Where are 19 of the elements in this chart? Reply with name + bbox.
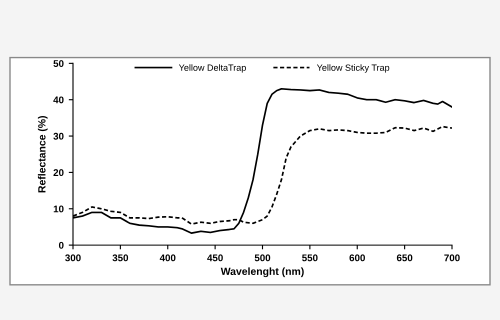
y-tick-label: 20 <box>53 169 64 176</box>
x-tick-label: 500 <box>254 254 270 262</box>
legend-label: Yellow Sticky Trap <box>316 64 390 73</box>
x-tick-label: 400 <box>160 254 176 262</box>
y-tick-label: 30 <box>53 132 64 140</box>
x-tick-label: 650 <box>396 254 412 262</box>
y-tick-label: 50 <box>53 60 64 67</box>
x-tick-label: 550 <box>302 254 318 262</box>
x-tick-label: 300 <box>65 254 81 262</box>
legend-label: Yellow DeltaTrap <box>178 64 246 73</box>
x-tick-label: 350 <box>112 254 128 262</box>
x-tick-label: 450 <box>207 254 223 262</box>
x-tick-label: 600 <box>349 254 365 262</box>
y-tick-label: 40 <box>53 96 64 104</box>
x-tick-label: 700 <box>444 254 460 262</box>
x-axis-title: Wavelenght (nm) <box>220 267 304 278</box>
y-axis-title: Reflectance (%) <box>38 116 48 192</box>
y-tick-label: 0 <box>58 242 64 249</box>
y-tick-label: 10 <box>54 206 64 212</box>
